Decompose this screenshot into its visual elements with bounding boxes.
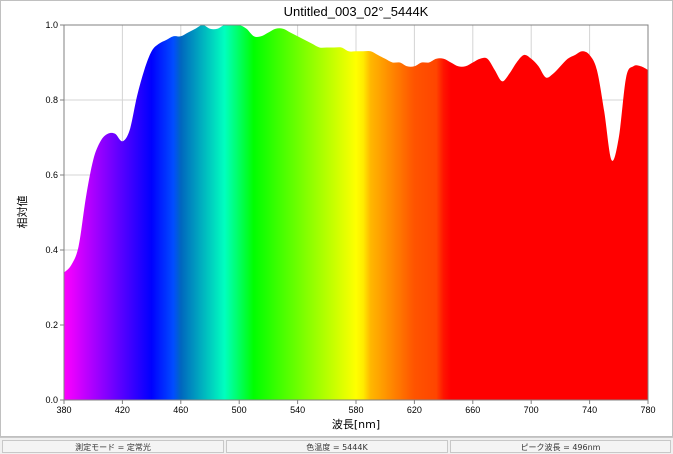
x-tick-label-0: 380 (56, 405, 71, 415)
y-axis-label: 相対値 (15, 196, 29, 229)
status-measure-mode: 測定モード = 定常光 (2, 440, 224, 453)
chart-title: Untitled_003_02°_5444K (284, 4, 429, 19)
y-tick-label-1: 0.2 (45, 320, 58, 330)
spectrum-chart: Untitled_003_02°_5444K 380 420 460 500 540 58… (0, 0, 673, 437)
y-tick-label-5: 1.0 (45, 20, 58, 30)
x-tick-label-5: 580 (348, 405, 363, 415)
x-axis-ticks: 380 420 460 500 540 580 620 660 700 740 780 (56, 400, 656, 415)
x-tick-label-4: 540 (290, 405, 305, 415)
x-tick-label-8: 700 (524, 405, 539, 415)
status-peak-wavelength: ピーク波長 = 496nm (450, 440, 671, 453)
x-tick-label-10: 780 (640, 405, 655, 415)
y-tick-label-3: 0.6 (45, 170, 58, 180)
x-tick-label-9: 740 (582, 405, 597, 415)
y-axis-ticks: 0.0 0.2 0.4 0.6 0.8 1.0 (45, 20, 64, 405)
y-tick-label-0: 0.0 (45, 395, 58, 405)
x-axis-label: 波長[nm] (332, 418, 380, 431)
status-color-temperature: 色温度 = 5444K (226, 440, 448, 453)
x-tick-label-7: 660 (465, 405, 480, 415)
x-tick-label-2: 460 (173, 405, 188, 415)
y-tick-label-2: 0.4 (45, 245, 58, 255)
x-tick-label-3: 500 (232, 405, 247, 415)
spectrum-area-fill (64, 25, 648, 400)
x-tick-label-1: 420 (115, 405, 130, 415)
status-bar: 測定モード = 定常光 色温度 = 5444K ピーク波長 = 496nm (0, 437, 673, 454)
x-tick-label-6: 620 (407, 405, 422, 415)
y-tick-label-4: 0.8 (45, 95, 58, 105)
